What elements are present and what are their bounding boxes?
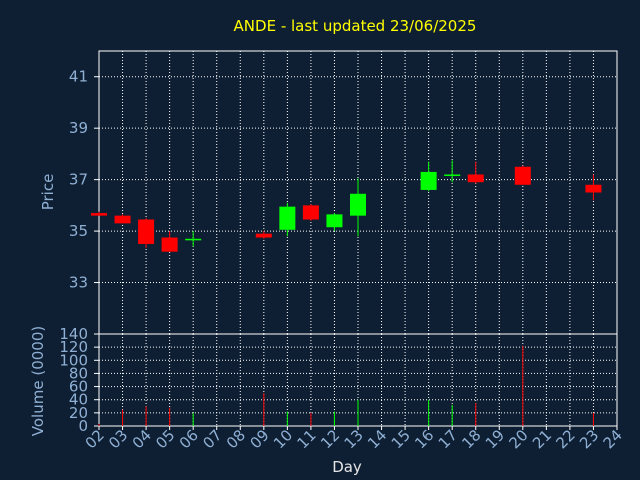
price-tick-label: 33: [69, 274, 88, 292]
candle-body: [185, 238, 202, 241]
x-tick-label: 09: [246, 426, 272, 452]
price-tick-label: 35: [69, 222, 88, 240]
x-tick-label: 22: [553, 426, 579, 452]
candle: [138, 218, 155, 248]
x-tick-label: 24: [600, 426, 626, 452]
volume-tick-label: 60: [69, 378, 88, 396]
volume-tick-label: 20: [69, 404, 88, 422]
candle: [444, 160, 461, 183]
x-tick-label: 18: [458, 426, 484, 452]
volume-tick-label: 100: [59, 351, 88, 369]
candle-body: [161, 237, 178, 252]
x-tick-label: 03: [105, 426, 131, 452]
x-tick-label: 14: [364, 426, 390, 452]
x-tick-label: 23: [576, 426, 602, 452]
x-tick-label: 05: [152, 426, 178, 452]
price-axis-label: Price: [39, 174, 57, 211]
candle-body: [467, 174, 484, 183]
x-tick-label: 21: [529, 426, 555, 452]
candle: [279, 202, 296, 237]
candle-body: [91, 213, 107, 216]
x-tick-label: 20: [505, 426, 531, 452]
price-tick-label: 39: [69, 119, 88, 137]
x-tick-label: 06: [176, 426, 202, 452]
candle: [91, 211, 107, 216]
price-tick-label: 41: [69, 68, 88, 86]
volume-tick-label: 80: [69, 364, 88, 382]
candle: [302, 204, 319, 221]
x-tick-label: 15: [388, 426, 414, 452]
candle: [114, 214, 131, 224]
candle: [255, 231, 272, 239]
candle-body: [138, 219, 155, 244]
candle: [585, 174, 602, 201]
x-tick-label: 04: [129, 426, 155, 452]
candle: [185, 231, 202, 247]
candle: [514, 165, 531, 185]
x-tick-label: 16: [411, 426, 437, 452]
chart-title: ANDE - last updated 23/06/2025: [234, 17, 477, 35]
candle-body: [255, 233, 272, 238]
candle: [326, 213, 343, 232]
candle-body: [585, 184, 602, 193]
candle-body: [350, 193, 366, 216]
volume-tick-label: 120: [59, 338, 88, 356]
x-tick-label: 11: [294, 426, 320, 452]
candle-body: [514, 166, 531, 185]
candle-body: [114, 215, 131, 224]
candle: [350, 178, 366, 237]
x-tick-label: 19: [482, 426, 508, 452]
candle: [467, 161, 484, 184]
x-axis-label: Day: [332, 458, 362, 476]
x-axis: 0203040506070809101112131415161718192021…: [82, 426, 626, 452]
x-tick-label: 17: [435, 426, 461, 452]
price-panel: 33 35 37 39 41: [69, 50, 618, 335]
x-tick-label: 10: [270, 426, 296, 452]
x-tick-label: 13: [341, 426, 367, 452]
candle: [161, 231, 178, 252]
volume-axis-label: Volume (0000): [29, 326, 47, 436]
candle-body: [420, 171, 437, 190]
candle: [420, 161, 437, 192]
candle-body: [279, 206, 296, 230]
candle-body: [302, 205, 319, 220]
candle-body: [326, 214, 343, 228]
x-tick-label: 12: [317, 426, 343, 452]
x-tick-label: 08: [223, 426, 249, 452]
volume-tick-label: 0: [78, 417, 88, 435]
volume-tick-label: 140: [59, 325, 88, 343]
volume-tick-label: 40: [69, 391, 88, 409]
candle-body: [444, 174, 461, 176]
price-tick-label: 37: [69, 171, 88, 189]
x-tick-label: 07: [199, 426, 225, 452]
